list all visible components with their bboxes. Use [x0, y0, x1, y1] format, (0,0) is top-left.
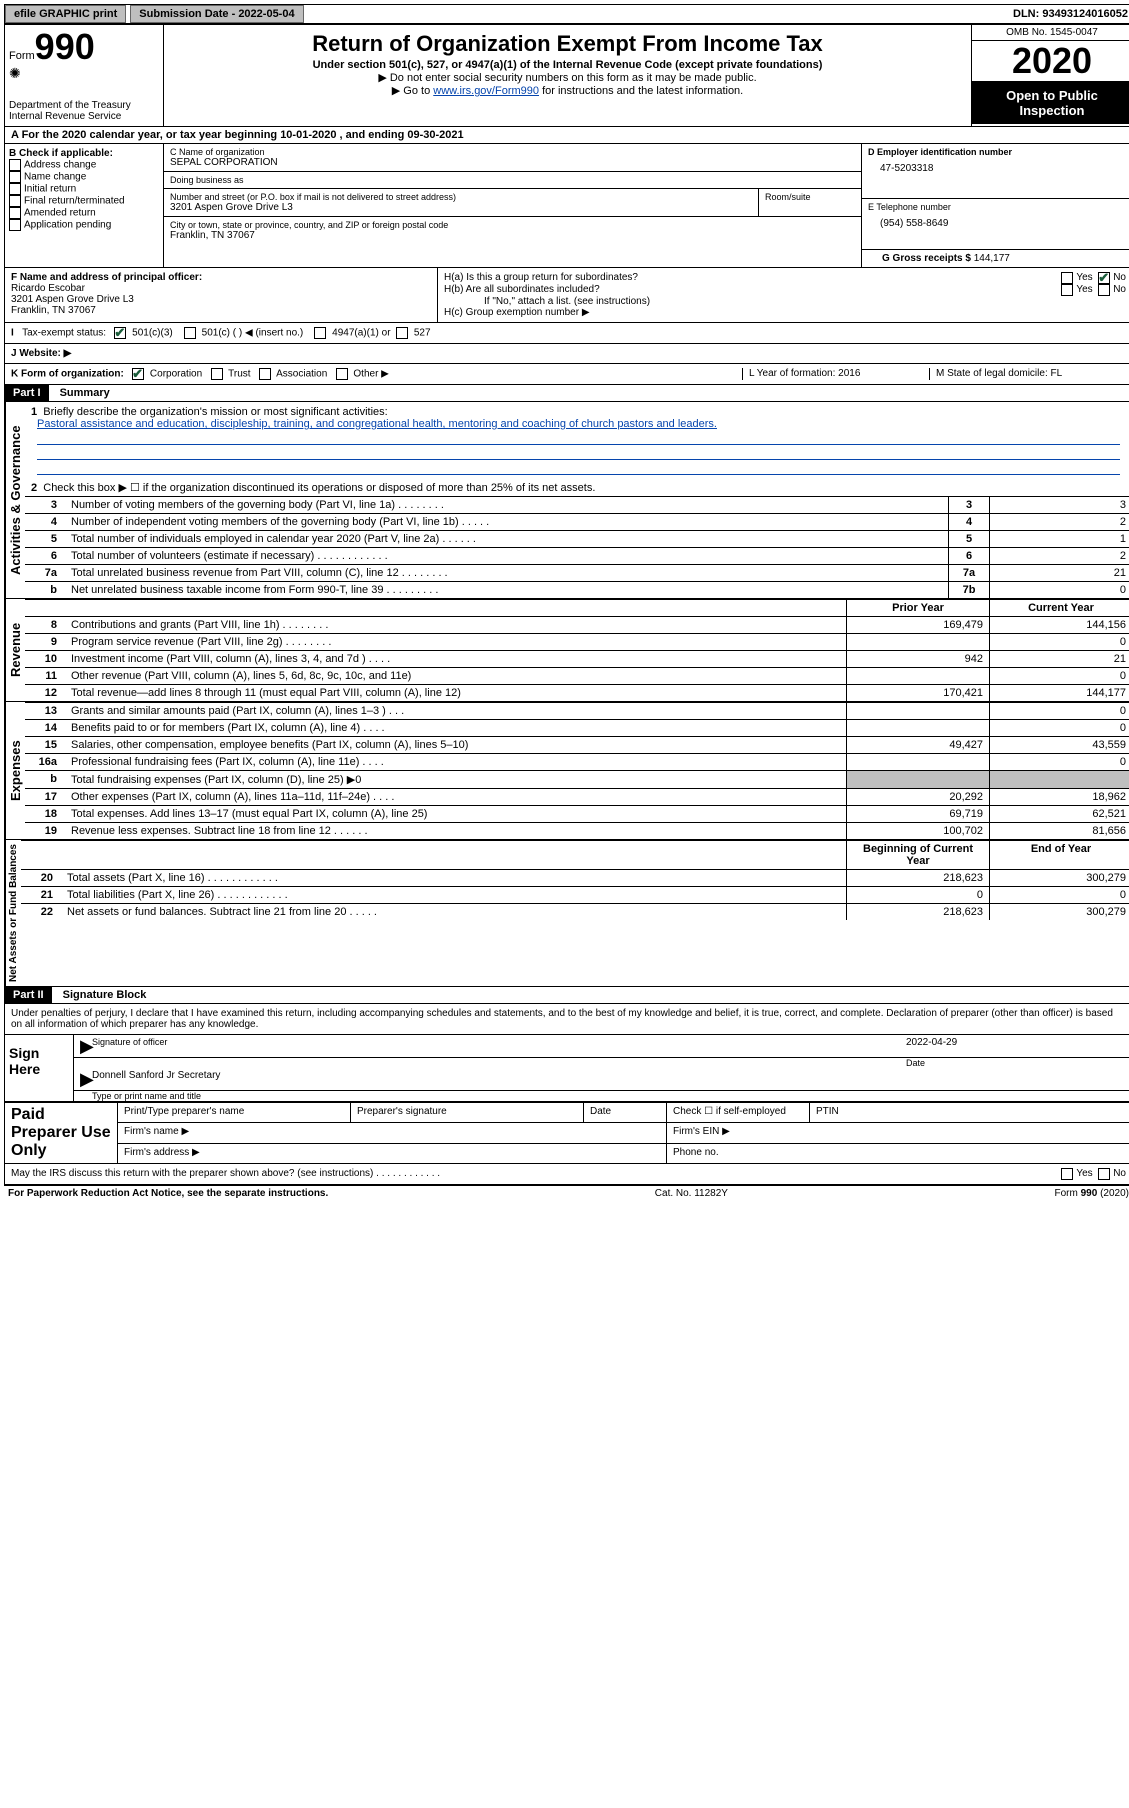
checkbox-discuss-yes[interactable] — [1061, 1168, 1073, 1180]
part-ii-header: Part II Signature Block — [4, 987, 1129, 1004]
footer: For Paperwork Reduction Act Notice, see … — [4, 1185, 1129, 1201]
tax-year: 2020 — [972, 41, 1129, 82]
col-c-org-info: C Name of organization SEPAL CORPORATION… — [164, 144, 862, 267]
checkbox-501c3[interactable] — [114, 327, 126, 339]
block-f-h: F Name and address of principal officer:… — [4, 268, 1129, 323]
checkbox-527[interactable] — [396, 327, 408, 339]
col-d-e-g: D Employer identification number 47-5203… — [862, 144, 1129, 267]
revenue-table: Prior YearCurrent Year 8Contributions an… — [25, 599, 1129, 701]
header-center: Return of Organization Exempt From Incom… — [164, 25, 972, 126]
vlabel-governance: Activities & Governance — [5, 402, 25, 598]
officer-name: Ricardo Escobar — [11, 283, 85, 294]
officer-street: 3201 Aspen Grove Drive L3 — [11, 294, 134, 305]
checkbox-name-change[interactable] — [9, 171, 21, 183]
arrow-icon: ▶ — [80, 1037, 92, 1055]
mission-text: Pastoral assistance and education, disci… — [31, 418, 1126, 430]
vlabel-expenses: Expenses — [5, 702, 25, 839]
form-subtitle: Under section 501(c), 527, or 4947(a)(1)… — [168, 59, 967, 71]
checkbox-discuss-no[interactable] — [1098, 1168, 1110, 1180]
header-left: Form990 ✺ Department of the Treasury Int… — [5, 25, 164, 126]
street-address: 3201 Aspen Grove Drive L3 — [170, 202, 752, 213]
org-name: SEPAL CORPORATION — [170, 157, 855, 168]
form-number: 990 — [35, 26, 95, 67]
year-formation: L Year of formation: 2016 — [742, 368, 929, 380]
checkbox-application-pending[interactable] — [9, 219, 21, 231]
checkbox-trust[interactable] — [211, 368, 223, 380]
paid-preparer-table: Paid Preparer Use Only Print/Type prepar… — [4, 1102, 1129, 1164]
checkbox-ha-no[interactable] — [1098, 272, 1110, 284]
state-domicile: M State of legal domicile: FL — [929, 368, 1126, 380]
department-text: Department of the Treasury Internal Reve… — [9, 100, 159, 122]
submission-date-button[interactable]: Submission Date - 2022-05-04 — [130, 5, 303, 23]
checkbox-final-return[interactable] — [9, 195, 21, 207]
checkbox-address-change[interactable] — [9, 159, 21, 171]
checkbox-4947[interactable] — [314, 327, 326, 339]
section-net-assets: Net Assets or Fund Balances Beginning of… — [4, 840, 1129, 987]
checkbox-corporation[interactable] — [132, 368, 144, 380]
sign-date: 2022-04-29 — [906, 1037, 1126, 1055]
ein-value: 47-5203318 — [868, 157, 1126, 174]
section-revenue: Revenue Prior YearCurrent Year 8Contribu… — [4, 599, 1129, 702]
checkbox-amended-return[interactable] — [9, 207, 21, 219]
row-i-tax-status: I Tax-exempt status: 501(c)(3) 501(c) ( … — [4, 323, 1129, 344]
sign-here-block: Sign Here ▶ Signature of officer 2022-04… — [4, 1035, 1129, 1102]
checkbox-initial-return[interactable] — [9, 183, 21, 195]
net-assets-table: Beginning of Current YearEnd of Year 20T… — [21, 840, 1129, 920]
row-a-tax-year: A For the 2020 calendar year, or tax yea… — [4, 127, 1129, 144]
vlabel-revenue: Revenue — [5, 599, 25, 701]
form-note-2: ▶ Go to www.irs.gov/Form990 for instruct… — [168, 84, 967, 97]
expenses-table: 13Grants and similar amounts paid (Part … — [25, 702, 1129, 839]
phone-value: (954) 558-8649 — [868, 212, 1126, 229]
form-note-1: ▶ Do not enter social security numbers o… — [168, 71, 967, 84]
dln-text: DLN: 93493124016052 — [1013, 8, 1129, 20]
header-right: OMB No. 1545-0047 2020 Open to Public In… — [972, 25, 1129, 126]
block-b-c-d: B Check if applicable: Address change Na… — [4, 144, 1129, 268]
checkbox-hb-no[interactable] — [1098, 284, 1110, 296]
declaration-text: Under penalties of perjury, I declare th… — [4, 1004, 1129, 1035]
section-governance: Activities & Governance 1 Briefly descri… — [4, 402, 1129, 599]
officer-name-title: Donnell Sanford Jr Secretary — [92, 1070, 220, 1088]
gross-receipts: 144,177 — [974, 253, 1010, 264]
checkbox-hb-yes[interactable] — [1061, 284, 1073, 296]
row-j-website: J Website: ▶ — [4, 344, 1129, 364]
topbar: efile GRAPHIC print Submission Date - 20… — [4, 4, 1129, 24]
omb-number: OMB No. 1545-0047 — [972, 25, 1129, 41]
row-k-form-org: K Form of organization: Corporation Trus… — [4, 364, 1129, 385]
section-expenses: Expenses 13Grants and similar amounts pa… — [4, 702, 1129, 840]
checkbox-501c[interactable] — [184, 327, 196, 339]
form-header: Form990 ✺ Department of the Treasury Int… — [4, 24, 1129, 127]
irs-link[interactable]: www.irs.gov/Form990 — [433, 85, 539, 97]
discuss-row: May the IRS discuss this return with the… — [4, 1164, 1129, 1185]
officer-city: Franklin, TN 37067 — [11, 305, 96, 316]
checkbox-other[interactable] — [336, 368, 348, 380]
form-title: Return of Organization Exempt From Incom… — [168, 31, 967, 57]
efile-print-button[interactable]: efile GRAPHIC print — [5, 5, 126, 23]
arrow-icon: ▶ — [80, 1070, 92, 1088]
vlabel-net-assets: Net Assets or Fund Balances — [5, 840, 21, 986]
group-exemption: H(c) Group exemption number ▶ — [444, 307, 1126, 318]
part-i-header: Part I Summary — [4, 385, 1129, 402]
open-public-badge: Open to Public Inspection — [972, 82, 1129, 124]
form-prefix: Form — [9, 50, 35, 62]
checkbox-association[interactable] — [259, 368, 271, 380]
governance-table: 3Number of voting members of the governi… — [25, 496, 1129, 598]
checkbox-ha-yes[interactable] — [1061, 272, 1073, 284]
col-b-checkboxes: B Check if applicable: Address change Na… — [5, 144, 164, 267]
city-state-zip: Franklin, TN 37067 — [170, 230, 855, 241]
